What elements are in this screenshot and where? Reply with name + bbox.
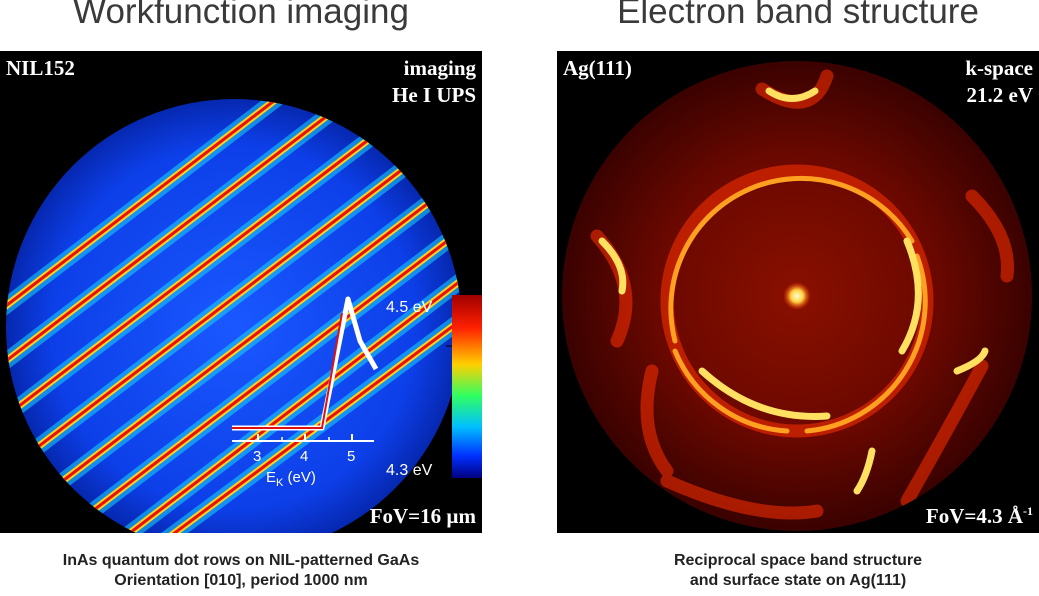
inset-tick-3: 3 — [253, 448, 261, 465]
inset-tick-4: 4 — [300, 448, 308, 465]
left-sample-label: NIL152 — [6, 56, 75, 80]
inset-tick-5: 5 — [347, 448, 355, 465]
left-source-label: He I UPS — [392, 83, 476, 107]
workfunction-image: 4.5 eV 4.3 eV 3 4 5 EK (eV) — [6, 99, 482, 533]
colorbar-bottom-label: 4.3 eV — [386, 462, 433, 479]
left-caption-line2: Orientation [010], period 1000 nm — [114, 572, 368, 589]
right-fov-text: FoV=4.3 Å — [925, 504, 1023, 528]
band-structure-image — [562, 61, 1032, 531]
inset-spectrum-plot: 3 4 5 EK (eV) — [232, 296, 379, 489]
colorbar — [452, 295, 482, 478]
right-mode-label: k-space — [965, 56, 1033, 80]
right-fov-superscript: -1 — [1023, 504, 1033, 518]
right-caption: Reciprocal space band structure and surf… — [557, 551, 1039, 591]
inset-axis-label: EK (eV) — [266, 469, 316, 489]
colorbar-top-label: 4.5 eV — [386, 299, 433, 316]
band-structure-image-panel: Ag(111) k-space 21.2 eV FoV=4.3 Å-1 — [557, 51, 1039, 533]
right-heading: Electron band structure — [617, 0, 979, 31]
left-heading: Workfunction imaging — [73, 0, 409, 31]
right-fov-label: FoV=4.3 Å-1 — [926, 505, 1033, 527]
right-caption-line1: Reciprocal space band structure — [673, 552, 923, 569]
left-caption-line1: InAs quantum dot rows on NIL-patterned G… — [62, 552, 420, 569]
left-fov-label: FoV=16 µm — [369, 504, 476, 528]
right-energy-label: 21.2 eV — [966, 83, 1034, 107]
right-sample-label: Ag(111) — [563, 56, 632, 80]
left-mode-label: imaging — [403, 56, 476, 80]
right-caption-line2: and surface state on Ag(111) — [689, 572, 907, 589]
left-caption: InAs quantum dot rows on NIL-patterned G… — [0, 551, 482, 591]
workfunction-image-panel: 4.5 eV 4.3 eV 3 4 5 EK (eV) NIL152 imagi… — [0, 51, 482, 533]
